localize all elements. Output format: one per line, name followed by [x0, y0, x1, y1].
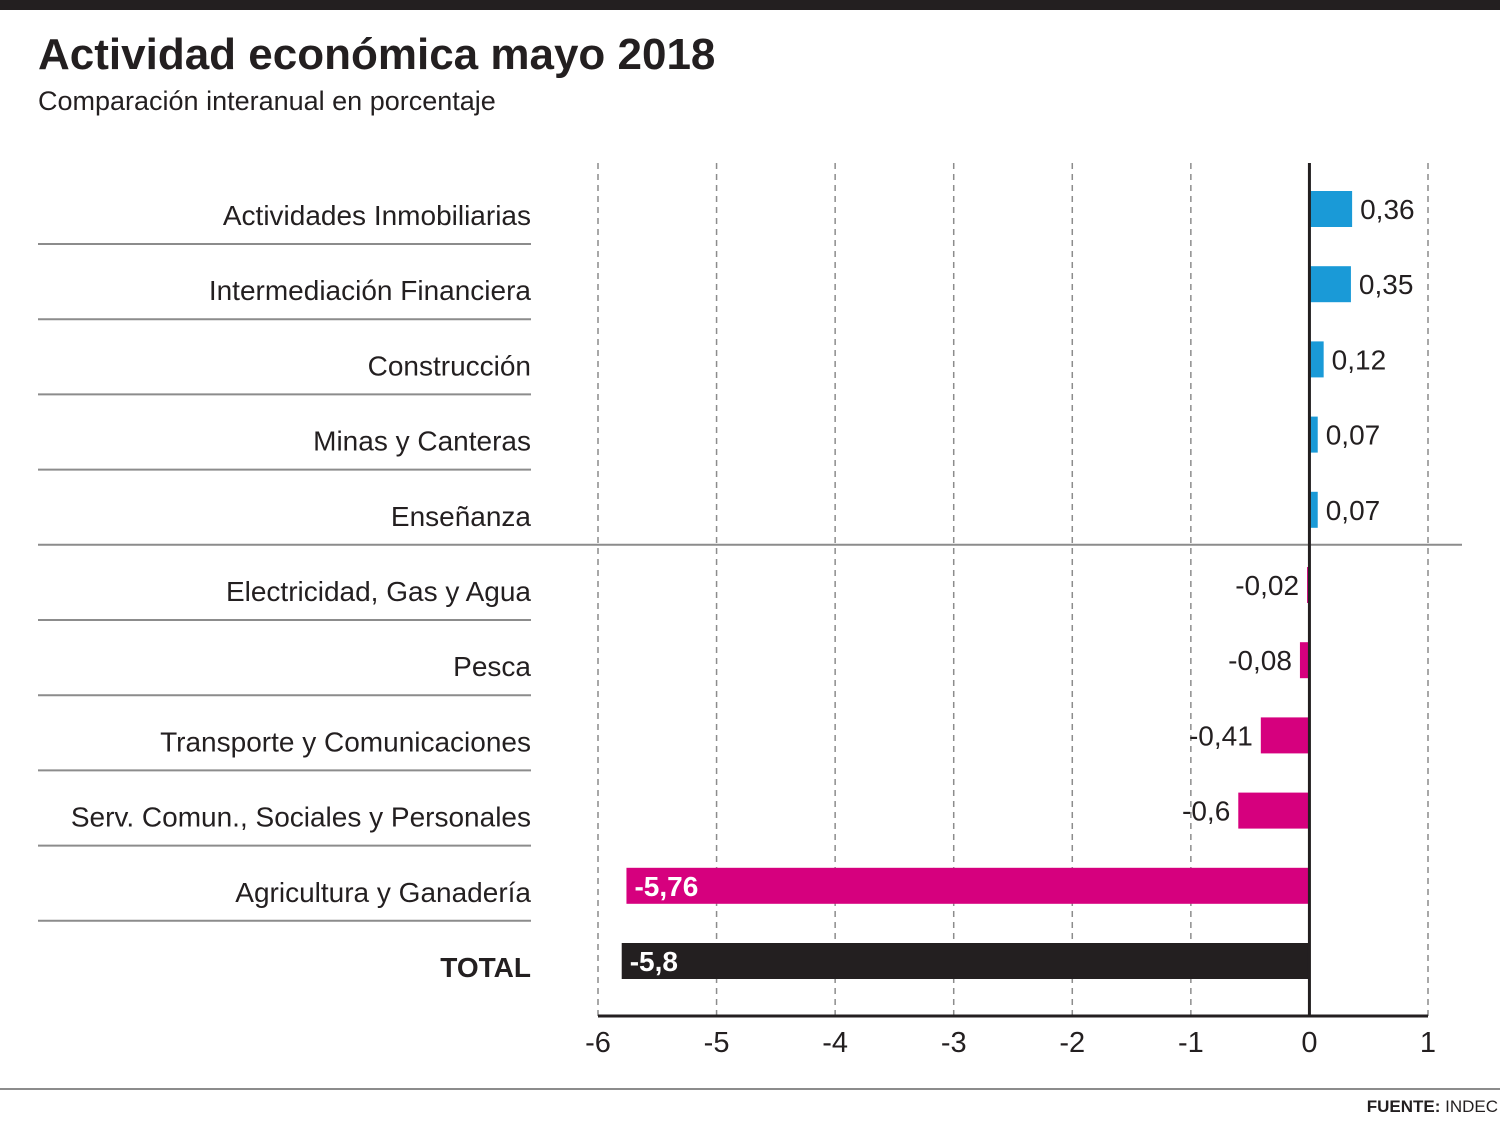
value-label: 0,07	[1326, 495, 1381, 526]
x-tick-label: -2	[1059, 1027, 1085, 1059]
bar	[626, 867, 1310, 904]
value-label: 0,36	[1360, 194, 1415, 225]
x-tick-label: -4	[822, 1027, 848, 1059]
category-label: Pesca	[453, 651, 531, 682]
category-label: Minas y Canteras	[313, 426, 531, 457]
source-name: INDEC	[1445, 1097, 1498, 1116]
category-label: Serv. Comun., Sociales y Personales	[71, 802, 531, 833]
x-tick-label: -6	[585, 1027, 611, 1059]
value-label: -0,08	[1228, 645, 1292, 676]
category-label: Intermediación Financiera	[209, 275, 532, 306]
value-label: 0,07	[1326, 420, 1381, 451]
category-label: Enseñanza	[391, 501, 532, 532]
bar	[1238, 792, 1310, 829]
value-label: -5,8	[630, 946, 678, 977]
value-label: 0,35	[1359, 269, 1414, 300]
category-label: Agricultura y Ganadería	[235, 877, 531, 908]
bar-chart: Actividades Inmobiliarias 0,36 Intermediac…	[38, 163, 1462, 1059]
value-label: -5,76	[634, 871, 698, 902]
x-tick-label: -1	[1178, 1027, 1204, 1059]
value-label: -0,02	[1235, 570, 1299, 601]
top-rule	[0, 0, 1500, 10]
bar	[1309, 191, 1353, 227]
value-label: -0,41	[1189, 720, 1253, 751]
x-tick-label: -3	[941, 1027, 967, 1059]
bar	[1299, 642, 1310, 679]
bar	[1309, 341, 1324, 378]
x-tick-label: 1	[1420, 1027, 1436, 1059]
category-label: Transporte y Comunicaciones	[160, 726, 531, 757]
bar	[1309, 266, 1351, 303]
x-tick-label: -5	[704, 1027, 730, 1059]
bar	[1309, 416, 1318, 453]
value-label: -0,6	[1182, 796, 1230, 827]
category-label: Electricidad, Gas y Agua	[226, 576, 531, 607]
bar	[1260, 717, 1310, 754]
source-note: FUENTE: INDEC	[1367, 1097, 1498, 1117]
x-tick-label: 0	[1301, 1027, 1317, 1059]
bottom-rule	[0, 1088, 1500, 1090]
chart-subtitle: Comparación interanual en porcentaje	[38, 86, 496, 116]
chart-title: Actividad económica mayo 2018	[38, 30, 716, 79]
bar	[1309, 491, 1318, 528]
bar	[621, 943, 1310, 979]
category-label: Actividades Inmobiliarias	[223, 200, 531, 231]
value-label: 0,12	[1332, 344, 1387, 375]
source-label: FUENTE:	[1366, 1097, 1441, 1116]
category-label: Construcción	[368, 350, 531, 381]
category-label: TOTAL	[440, 952, 531, 983]
